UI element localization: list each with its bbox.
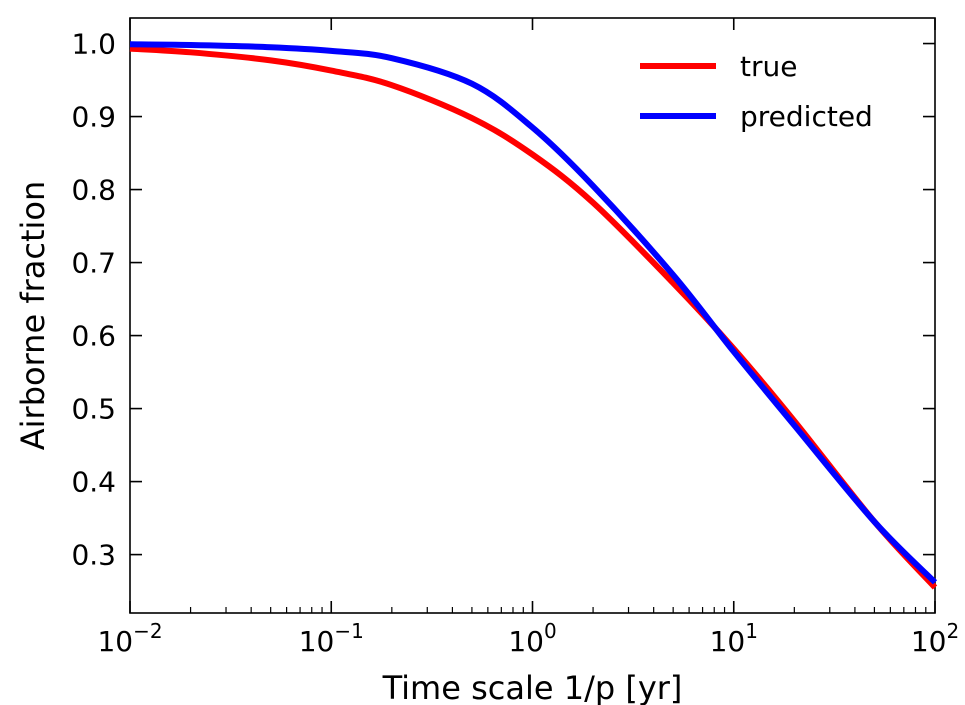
y-tick-label: 0.6 [71, 320, 116, 353]
series-line-predicted [129, 41, 938, 585]
legend-label-true: true [740, 50, 797, 83]
x-tick-label: 10−2 [97, 619, 162, 658]
y-axis-label: Airborne fraction [14, 181, 52, 450]
series-lines [129, 41, 938, 590]
y-tick-label: 0.9 [71, 101, 116, 134]
x-tick-label: 10−1 [299, 619, 364, 658]
y-tick-label: 0.4 [71, 466, 116, 499]
x-tick-label: 101 [710, 619, 758, 658]
x-tick-label: 102 [911, 619, 959, 658]
legend-label-predicted: predicted [740, 100, 873, 133]
ticks: 10−2 10−1 100 101 102 1.0 0.9 0.8 0.7 0.6 0.5 0.4 0.… [71, 18, 959, 658]
y-tick-label: 0.5 [71, 393, 116, 426]
x-axis-label: Time scale 1/p [yr] [382, 669, 683, 705]
x-tick-label: 100 [508, 619, 556, 658]
y-tick-label: 0.3 [71, 539, 116, 572]
y-tick-label: 0.8 [71, 174, 116, 207]
y-tick-label: 1.0 [71, 28, 116, 61]
y-tick-label: 0.7 [71, 247, 116, 280]
legend: true predicted [640, 50, 873, 133]
